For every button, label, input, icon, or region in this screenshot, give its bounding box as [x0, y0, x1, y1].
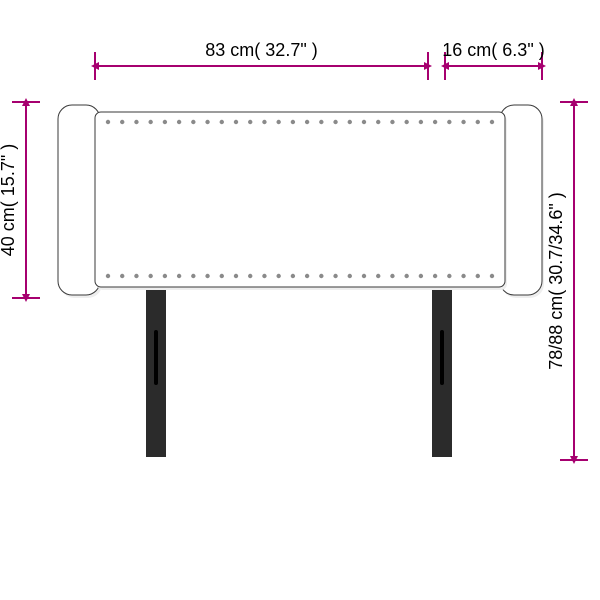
dim-height-total-label: 78/88 cm( 30.7/34.6" ) — [546, 192, 566, 370]
dim-width-ear-label: 16 cm( 6.3" ) — [442, 40, 544, 60]
headboard-panel — [95, 112, 507, 290]
dim-width-main: 83 cm( 32.7" ) — [95, 40, 428, 80]
dim-width-main-label: 83 cm( 32.7" ) — [205, 40, 317, 60]
dim-height-panel: 40 cm( 15.7" ) — [0, 102, 40, 298]
dim-width-ear: 16 cm( 6.3" ) — [442, 40, 544, 80]
leg-slot — [154, 330, 158, 385]
dimension-diagram: 83 cm( 32.7" ) 16 cm( 6.3" ) 40 cm( 15.7" … — [0, 0, 600, 600]
leg-slot — [440, 330, 444, 385]
dim-height-total: 78/88 cm( 30.7/34.6" ) — [546, 102, 588, 460]
dim-height-panel-label: 40 cm( 15.7" ) — [0, 144, 18, 256]
diagram-stage: 83 cm( 32.7" ) 16 cm( 6.3" ) 40 cm( 15.7" … — [0, 0, 600, 600]
